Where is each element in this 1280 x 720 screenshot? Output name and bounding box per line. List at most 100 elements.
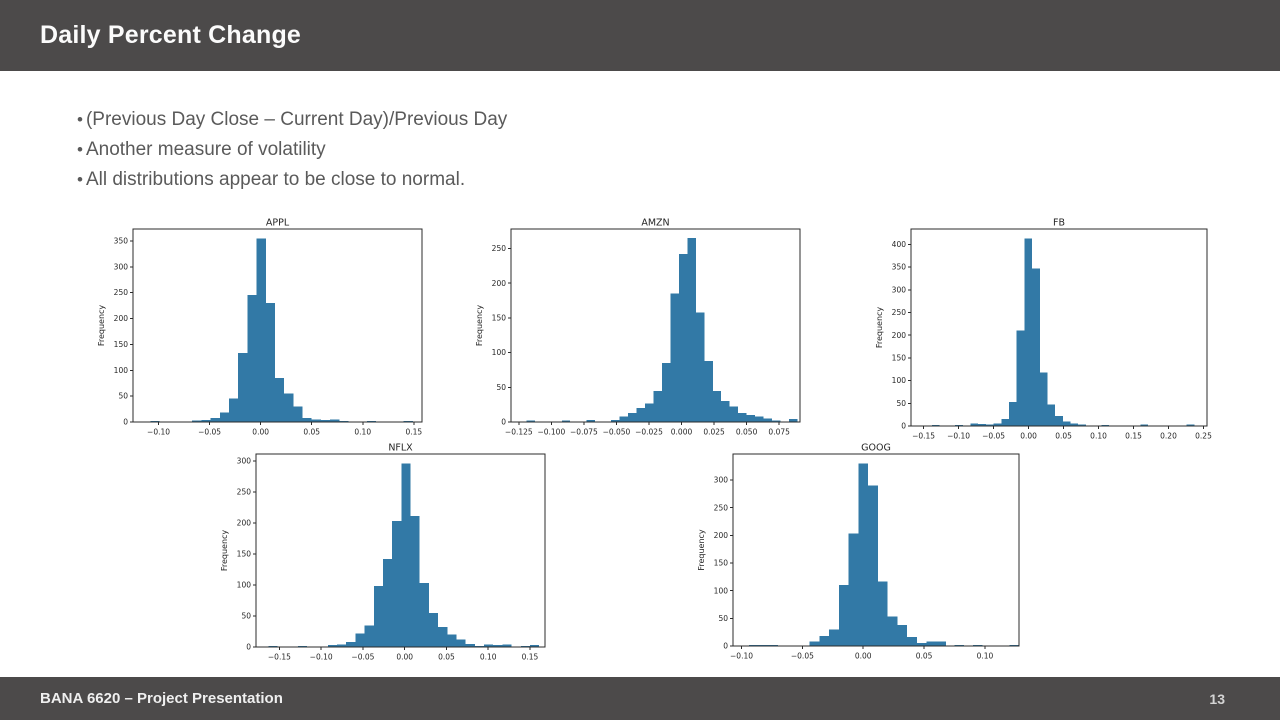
histogram-svg: 0 50 100 150 200 250 300 350 400 −0.15 −0.10 −0.05 0… — [875, 218, 1212, 441]
svg-text:350: 350 — [892, 263, 907, 272]
svg-text:150: 150 — [714, 559, 729, 568]
svg-text:0.15: 0.15 — [522, 653, 539, 662]
svg-text:0: 0 — [501, 418, 506, 427]
svg-text:200: 200 — [892, 331, 907, 340]
slide-title: Daily Percent Change — [40, 21, 302, 49]
svg-text:200: 200 — [492, 279, 507, 288]
bullet-marker: • — [77, 140, 83, 159]
y-axis-label: Frequency — [97, 305, 106, 347]
svg-text:150: 150 — [492, 313, 507, 322]
tick-labels: 0 50 100 150 200 250 300 −0.15 −0.10 −0.05 0.00 0.0… — [237, 456, 539, 661]
svg-text:0.00: 0.00 — [855, 652, 872, 661]
svg-text:0.05: 0.05 — [916, 652, 933, 661]
svg-text:0.05: 0.05 — [438, 653, 455, 662]
bullet-text: Another measure of volatility — [85, 139, 326, 160]
histogram-amzn: 0 50 100 150 200 250 −0.125 −0.100 −0.075 −0.050−… — [473, 217, 806, 439]
svg-text:50: 50 — [496, 383, 506, 392]
page-number: 13 — [1209, 690, 1225, 707]
svg-text:0: 0 — [901, 422, 906, 431]
svg-text:50: 50 — [718, 614, 728, 623]
bars — [268, 463, 540, 647]
svg-text:400: 400 — [892, 240, 907, 249]
svg-text:−0.100: −0.100 — [537, 428, 565, 437]
svg-text:0.00: 0.00 — [252, 428, 269, 437]
svg-text:0.10: 0.10 — [354, 428, 371, 437]
bullet-marker: • — [77, 170, 83, 189]
histogram-svg: 0 50 100 150 200 250 300 −0.15 −0.10 −0.05 0.00 0.0… — [220, 443, 546, 662]
svg-text:300: 300 — [114, 262, 129, 271]
svg-text:250: 250 — [892, 308, 907, 317]
svg-text:0.15: 0.15 — [1125, 432, 1142, 441]
tick-labels: 0 50 100 150 200 250 −0.125 −0.100 −0.075 −0.050−… — [492, 244, 790, 436]
svg-text:−0.125: −0.125 — [505, 428, 533, 437]
chart-title: AMZN — [641, 218, 669, 229]
axis-ticks — [730, 479, 986, 649]
svg-text:50: 50 — [118, 392, 128, 401]
svg-text:0.10: 0.10 — [480, 653, 497, 662]
svg-text:250: 250 — [237, 487, 252, 496]
histogram-goog: 0 50 100 150 200 250 300 −0.10 −0.05 0.00 0.05 0.10… — [695, 442, 1025, 663]
svg-text:0: 0 — [723, 642, 728, 651]
svg-text:300: 300 — [237, 456, 252, 465]
svg-text:−0.050: −0.050 — [603, 428, 631, 437]
svg-text:−0.10: −0.10 — [147, 428, 170, 437]
bars — [150, 238, 413, 422]
svg-text:100: 100 — [714, 586, 729, 595]
svg-text:50: 50 — [896, 399, 906, 408]
svg-text:−0.05: −0.05 — [982, 432, 1005, 441]
tick-labels: 0 50 100 150 200 250 300 350 400 −0.15 −0.10 −0.05 0… — [892, 240, 1212, 440]
svg-text:200: 200 — [714, 531, 729, 540]
bullet-list: • (Previous Day Close – Current Day)/Pre… — [77, 105, 507, 195]
chart-title: FB — [1053, 218, 1065, 229]
svg-text:100: 100 — [492, 348, 507, 357]
svg-text:150: 150 — [237, 550, 252, 559]
bars — [526, 238, 798, 422]
svg-text:−0.10: −0.10 — [947, 432, 970, 441]
chart-title: APPL — [266, 218, 290, 229]
svg-text:0.050: 0.050 — [736, 428, 758, 437]
axis-ticks — [908, 243, 1205, 429]
axis-ticks — [508, 247, 780, 425]
bullet-item: • Another measure of volatility — [77, 135, 507, 165]
axis-ticks — [130, 240, 415, 425]
bars — [748, 463, 1019, 646]
svg-text:100: 100 — [237, 581, 252, 590]
svg-text:0.20: 0.20 — [1160, 432, 1177, 441]
svg-text:200: 200 — [237, 518, 252, 527]
slide-footer-bar: BANA 6620 – Project Presentation — [0, 677, 1280, 720]
svg-text:−0.025: −0.025 — [635, 428, 663, 437]
svg-text:150: 150 — [114, 340, 129, 349]
svg-text:−0.05: −0.05 — [791, 652, 814, 661]
svg-text:−0.10: −0.10 — [310, 653, 333, 662]
svg-text:0.00: 0.00 — [1020, 432, 1037, 441]
histogram-svg: 0 50 100 150 200 250 300 −0.10 −0.05 0.00 0.05 0.10… — [697, 443, 1020, 661]
tick-labels: 0 50 100 150 200 250 300 350 −0.10 −0.05 0.00 0.05 0… — [114, 237, 423, 437]
histogram-svg: 0 50 100 150 200 250 300 350 −0.10 −0.05 0.00 0.05 0… — [97, 218, 423, 437]
svg-text:150: 150 — [892, 354, 907, 363]
svg-text:0.25: 0.25 — [1195, 432, 1212, 441]
svg-text:0.075: 0.075 — [768, 428, 790, 437]
bullet-text: (Previous Day Close – Current Day)/Previ… — [85, 109, 508, 130]
histogram-appl: 0 50 100 150 200 250 300 350 −0.10 −0.05 0.00 0.05 0… — [95, 217, 428, 439]
svg-text:0.15: 0.15 — [405, 428, 422, 437]
bullet-item: • (Previous Day Close – Current Day)/Pre… — [77, 105, 507, 135]
svg-text:0.10: 0.10 — [1090, 432, 1107, 441]
svg-text:0.05: 0.05 — [303, 428, 320, 437]
svg-text:0: 0 — [123, 418, 128, 427]
svg-text:−0.15: −0.15 — [912, 432, 935, 441]
svg-text:−0.05: −0.05 — [351, 653, 374, 662]
tick-labels: 0 50 100 150 200 250 300 −0.10 −0.05 0.00 0.05 0.10 — [714, 476, 994, 661]
svg-text:200: 200 — [114, 314, 129, 323]
svg-text:0.025: 0.025 — [703, 428, 725, 437]
svg-text:250: 250 — [114, 288, 129, 297]
svg-text:250: 250 — [714, 503, 729, 512]
chart-title: NFLX — [388, 443, 413, 454]
svg-text:−0.05: −0.05 — [198, 428, 221, 437]
svg-text:100: 100 — [892, 376, 907, 385]
chart-title: GOOG — [861, 443, 891, 454]
histogram-svg: 0 50 100 150 200 250 −0.125 −0.100 −0.075 −0.050−… — [475, 218, 801, 437]
svg-text:50: 50 — [241, 612, 251, 621]
y-axis-label: Frequency — [875, 307, 884, 349]
bars — [931, 238, 1195, 427]
svg-text:−0.10: −0.10 — [730, 652, 753, 661]
